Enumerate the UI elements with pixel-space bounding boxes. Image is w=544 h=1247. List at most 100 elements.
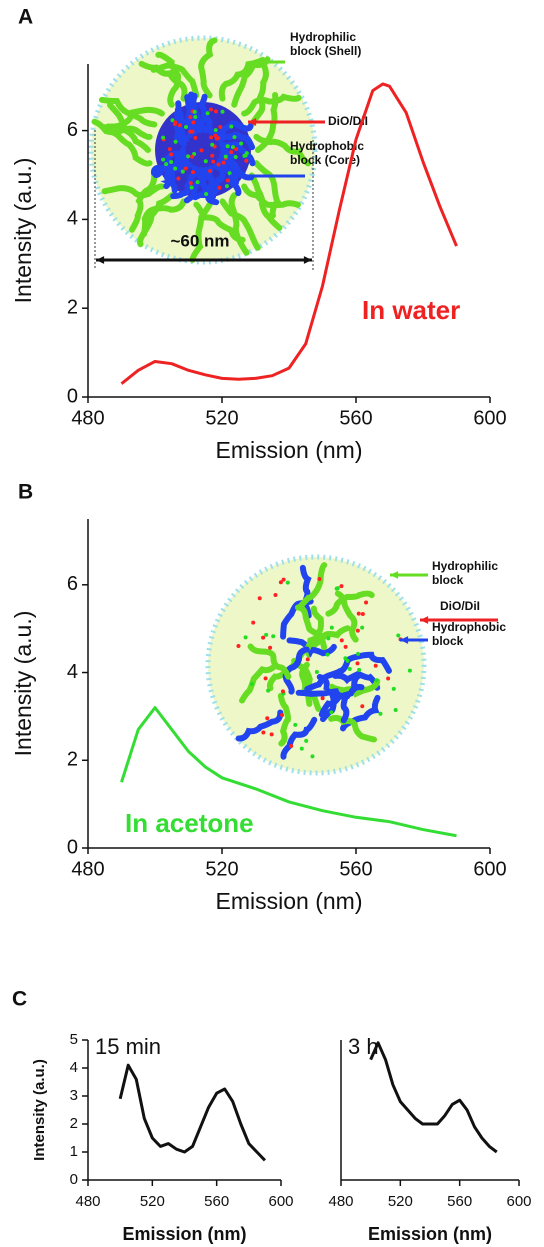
x-tick-label: 560 [339,858,372,880]
dye-dot [180,169,185,174]
dye-dot [251,620,256,625]
dye-dot [223,154,228,159]
polymer-chain [193,201,246,243]
dye-dot [356,611,361,616]
dye-dot [213,128,218,133]
dye-dot [233,155,238,160]
data-line [118,1063,267,1162]
dye-dot [203,159,208,164]
dye-dot [161,135,166,140]
dye-dot [280,712,285,717]
inset-label: DiO/DiI [440,599,480,613]
dye-dot [170,118,175,123]
dye-dot [191,120,196,125]
unimer-region [205,554,427,776]
polymer-chain [192,165,216,201]
dye-dot [249,681,254,686]
dye-dot [335,586,340,591]
panel-label: C [12,988,27,1011]
arrow-head [248,118,257,126]
polymer-chain [219,198,261,251]
dye-dot [289,743,294,748]
dye-dot [236,644,241,649]
x-tick-label: 600 [506,1193,531,1210]
dye-dot [299,746,304,751]
dye-dot [304,738,309,743]
dye-dot [183,125,188,130]
dye-dot [205,111,210,116]
dye-dot [164,162,169,167]
dye-dot [343,656,348,661]
polymer-chain [248,64,269,128]
dye-dot [213,109,218,114]
polymer-chain [198,37,218,99]
dye-dot [193,135,198,140]
dye-dot [273,593,278,598]
polymer-chain [150,62,200,99]
dye-dot [374,678,379,683]
x-tick-label: 560 [204,1193,229,1210]
x-tick-label: 600 [473,858,506,880]
dye-dot [257,596,262,601]
dye-dot [224,184,229,189]
dye-dot [193,114,198,119]
y-tick-label: 1 [70,1143,78,1160]
polymer-chain [247,643,292,680]
dye-dot [329,710,334,715]
polymer-chain [163,152,187,190]
dye-dot [204,191,209,196]
y-tick-label: 0 [67,836,78,858]
polymer-chain [160,157,190,194]
dye-dot [355,628,360,633]
dye-dot [225,144,230,149]
dye-dot [220,109,225,114]
dye-dot [261,635,266,640]
dye-dot [244,151,249,156]
dye-dot [183,166,188,171]
x-tick-label: 520 [205,858,238,880]
polymer-chain [295,688,351,700]
dye-dot [229,150,234,155]
x-tick-label: 560 [447,1193,472,1210]
x-tick-label: 480 [71,407,104,429]
dye-dot [195,180,200,185]
dye-dot [266,688,271,693]
polymer-chain [228,192,250,256]
dye-dot [199,148,204,153]
inset-label: Hydrophobic [290,139,364,153]
polymer-chain [235,709,284,742]
dye-dot [320,696,325,701]
dye-dot [234,147,239,152]
polymer-chain [98,96,158,128]
polymer-chain [296,562,328,610]
dye-dot [373,663,378,668]
y-tick-label: 6 [67,573,78,595]
polymer-chain [91,118,153,140]
dye-dot [261,730,266,735]
inset-label: block (Shell) [290,44,361,58]
annotation: In acetone [125,808,254,838]
y-tick-label: 2 [70,1115,78,1132]
polymer-chain [101,183,165,199]
dye-dot [326,636,331,641]
dye-dot [213,133,218,138]
polymer-chain [344,651,392,674]
y-tick-label: 0 [70,1171,78,1188]
dye-dot [378,711,383,716]
x-axis-label: Emission (nm) [122,1224,246,1244]
arrow-head [390,571,399,579]
dye-dot [265,716,270,721]
dye-dot [189,185,194,190]
dye-dot [209,135,214,140]
dye-dot [339,638,344,643]
dye-dot [188,115,193,120]
inset-label: Hydrophilic [432,559,498,573]
polymer-chain [241,183,301,209]
dye-dot [360,704,365,709]
dye-dot [239,141,244,146]
polymer-chain [136,192,175,248]
dye-dot [285,580,290,585]
x-axis-label: Emission (nm) [216,888,363,914]
polymer-chain [216,131,256,151]
dye-dot [230,145,235,150]
